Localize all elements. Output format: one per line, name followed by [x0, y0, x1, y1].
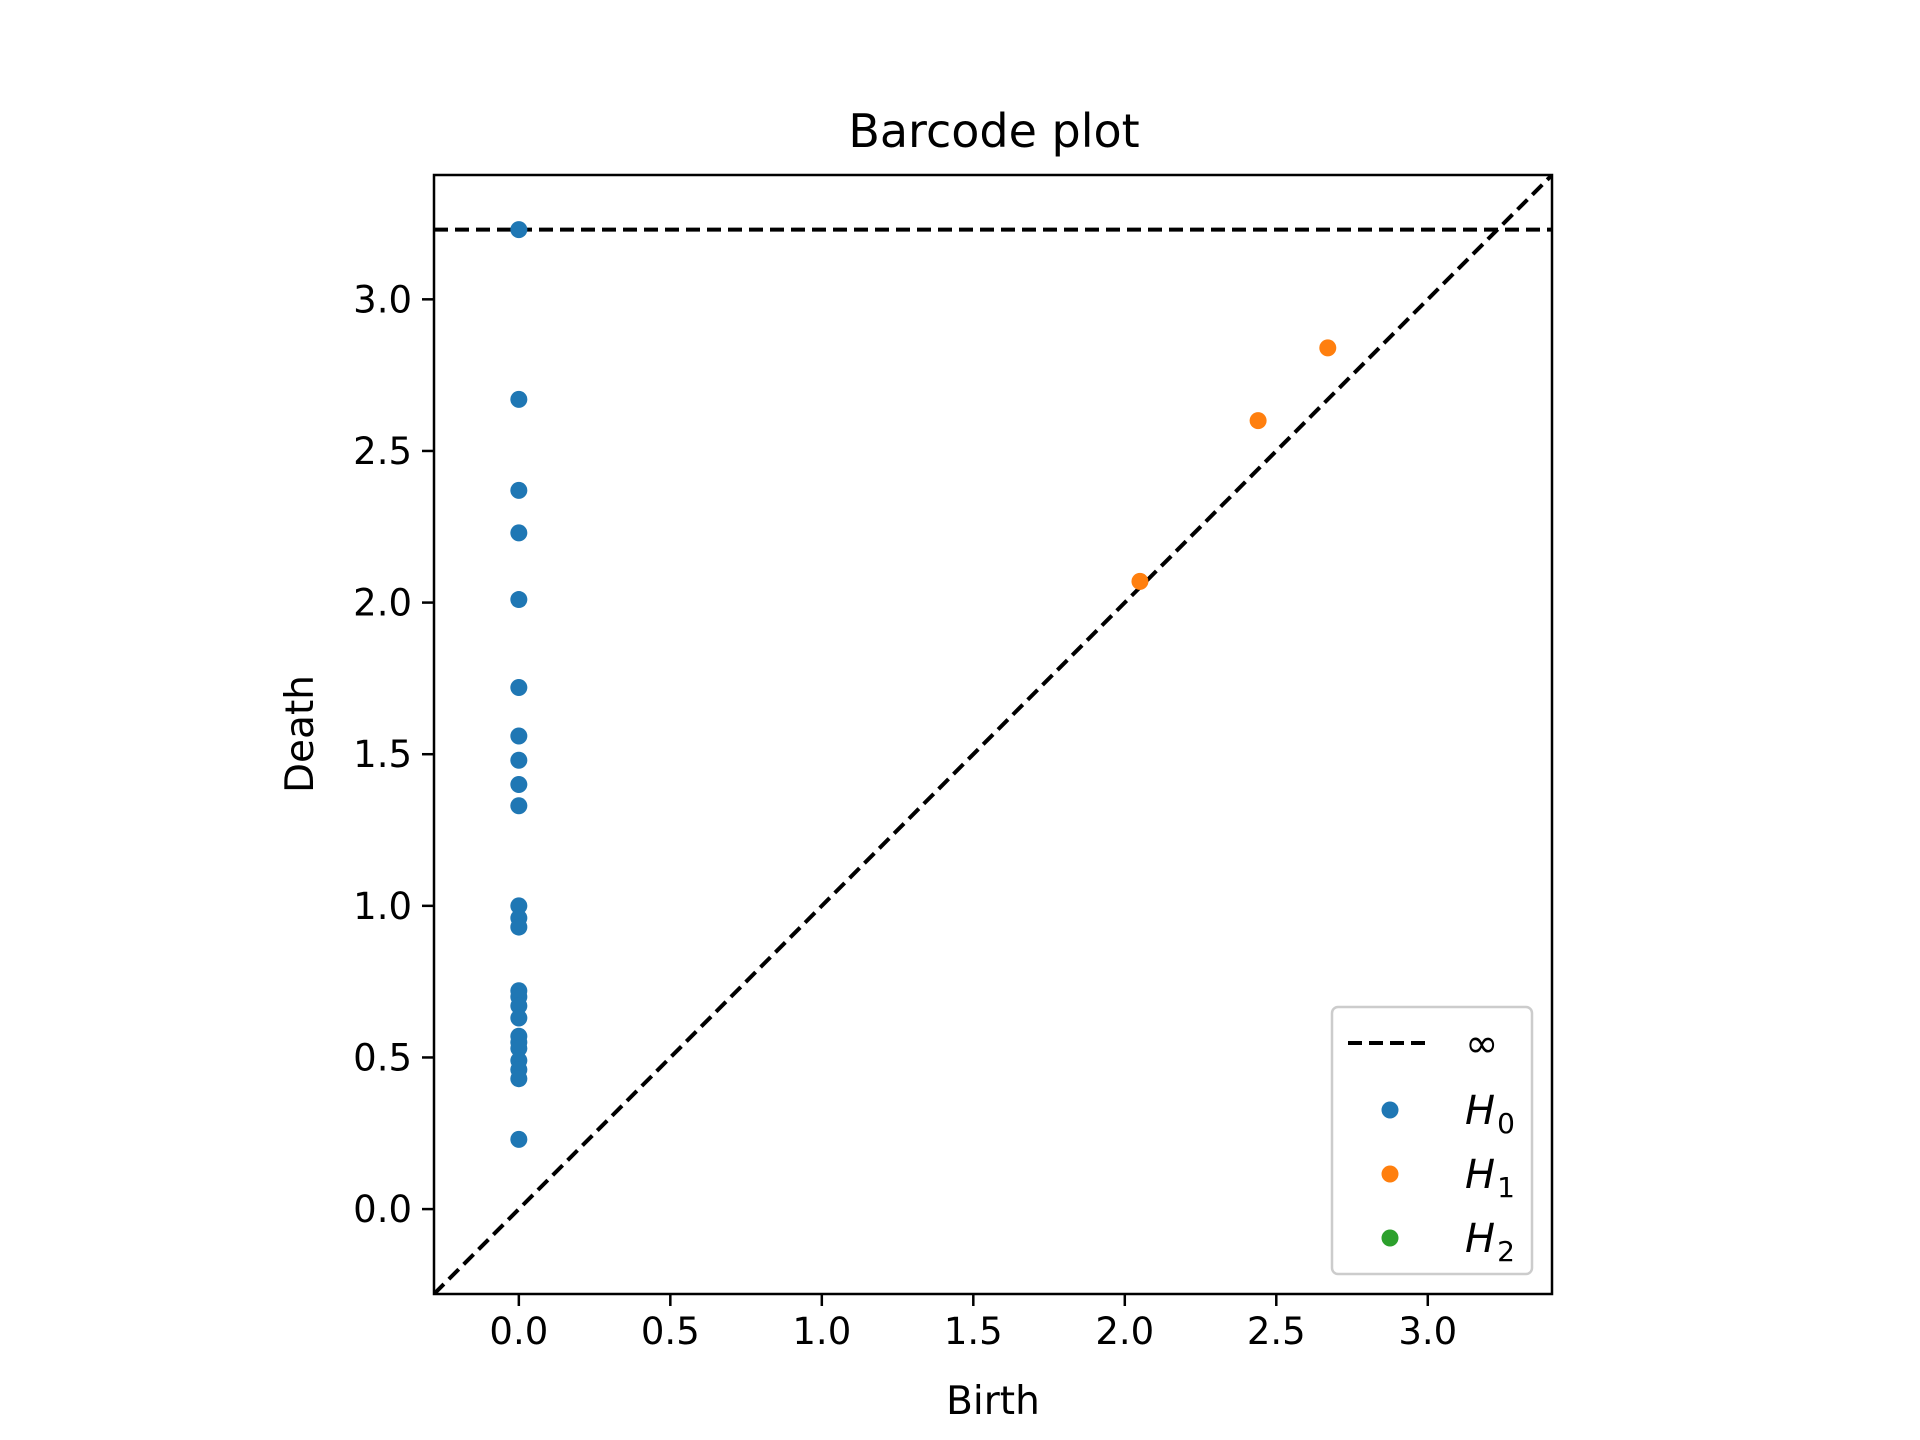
point-h0	[510, 751, 528, 769]
legend-box	[1330, 1005, 1534, 1276]
y-tick-label: 2.0	[353, 582, 412, 625]
point-h0	[510, 776, 528, 794]
point-h0	[510, 1039, 528, 1057]
point-h0	[510, 1130, 528, 1148]
y-tick-label: 1.0	[353, 885, 412, 928]
point-h0	[510, 524, 528, 542]
point-h0	[510, 727, 528, 745]
point-h1	[1319, 339, 1337, 357]
x-tick-label: 3.0	[1398, 1310, 1457, 1353]
x-tick-label: 0.0	[489, 1310, 548, 1353]
x-tick-label: 2.5	[1247, 1310, 1306, 1353]
legend-subscript: 2	[1497, 1235, 1515, 1268]
point-h1	[1249, 412, 1267, 430]
point-h0	[510, 221, 528, 239]
point-h1	[1131, 572, 1149, 590]
x-axis-title: Birth	[946, 1379, 1040, 1424]
legend-infinity-label: ∞	[1465, 1021, 1498, 1067]
point-h0	[510, 797, 528, 815]
point-h0	[510, 897, 528, 915]
y-tick-label: 3.0	[353, 278, 412, 321]
legend-marker-h0	[1381, 1101, 1399, 1119]
y-axis-title: Death	[278, 675, 323, 793]
x-tick-label: 1.5	[944, 1310, 1003, 1353]
point-h0	[510, 1070, 528, 1088]
point-h0	[510, 481, 528, 499]
y-tick-label: 0.0	[353, 1188, 412, 1231]
diagonal-line	[434, 175, 1552, 1294]
x-tick-label: 1.0	[792, 1310, 851, 1353]
point-h0	[510, 678, 528, 696]
point-h0	[510, 591, 528, 609]
legend-subscript: 0	[1497, 1107, 1515, 1140]
x-axis: 0.0 0.5 1.0 1.5 2.0 2.5 3.0	[489, 1294, 1457, 1353]
x-tick-label: 2.0	[1095, 1310, 1154, 1353]
legend-subscript: 1	[1497, 1171, 1515, 1204]
legend-label-h0: H0	[1465, 1088, 1515, 1140]
chart-title: Barcode plot	[848, 104, 1139, 158]
point-h0	[510, 390, 528, 408]
legend-marker-h2	[1381, 1229, 1399, 1247]
legend-marker-h1	[1381, 1165, 1399, 1183]
point-h0	[510, 1009, 528, 1027]
point-h0	[510, 997, 528, 1015]
x-tick-label: 0.5	[641, 1310, 700, 1353]
y-axis: 0.0 0.5 1.0 1.5 2.0 2.5 3.0	[353, 278, 434, 1231]
plot-frame	[432, 173, 1554, 1296]
y-tick-label: 2.5	[353, 430, 412, 473]
point-h0	[510, 918, 528, 936]
y-tick-label: 1.5	[353, 733, 412, 776]
plot-area	[434, 175, 1552, 1294]
y-tick-label: 0.5	[353, 1036, 412, 1079]
